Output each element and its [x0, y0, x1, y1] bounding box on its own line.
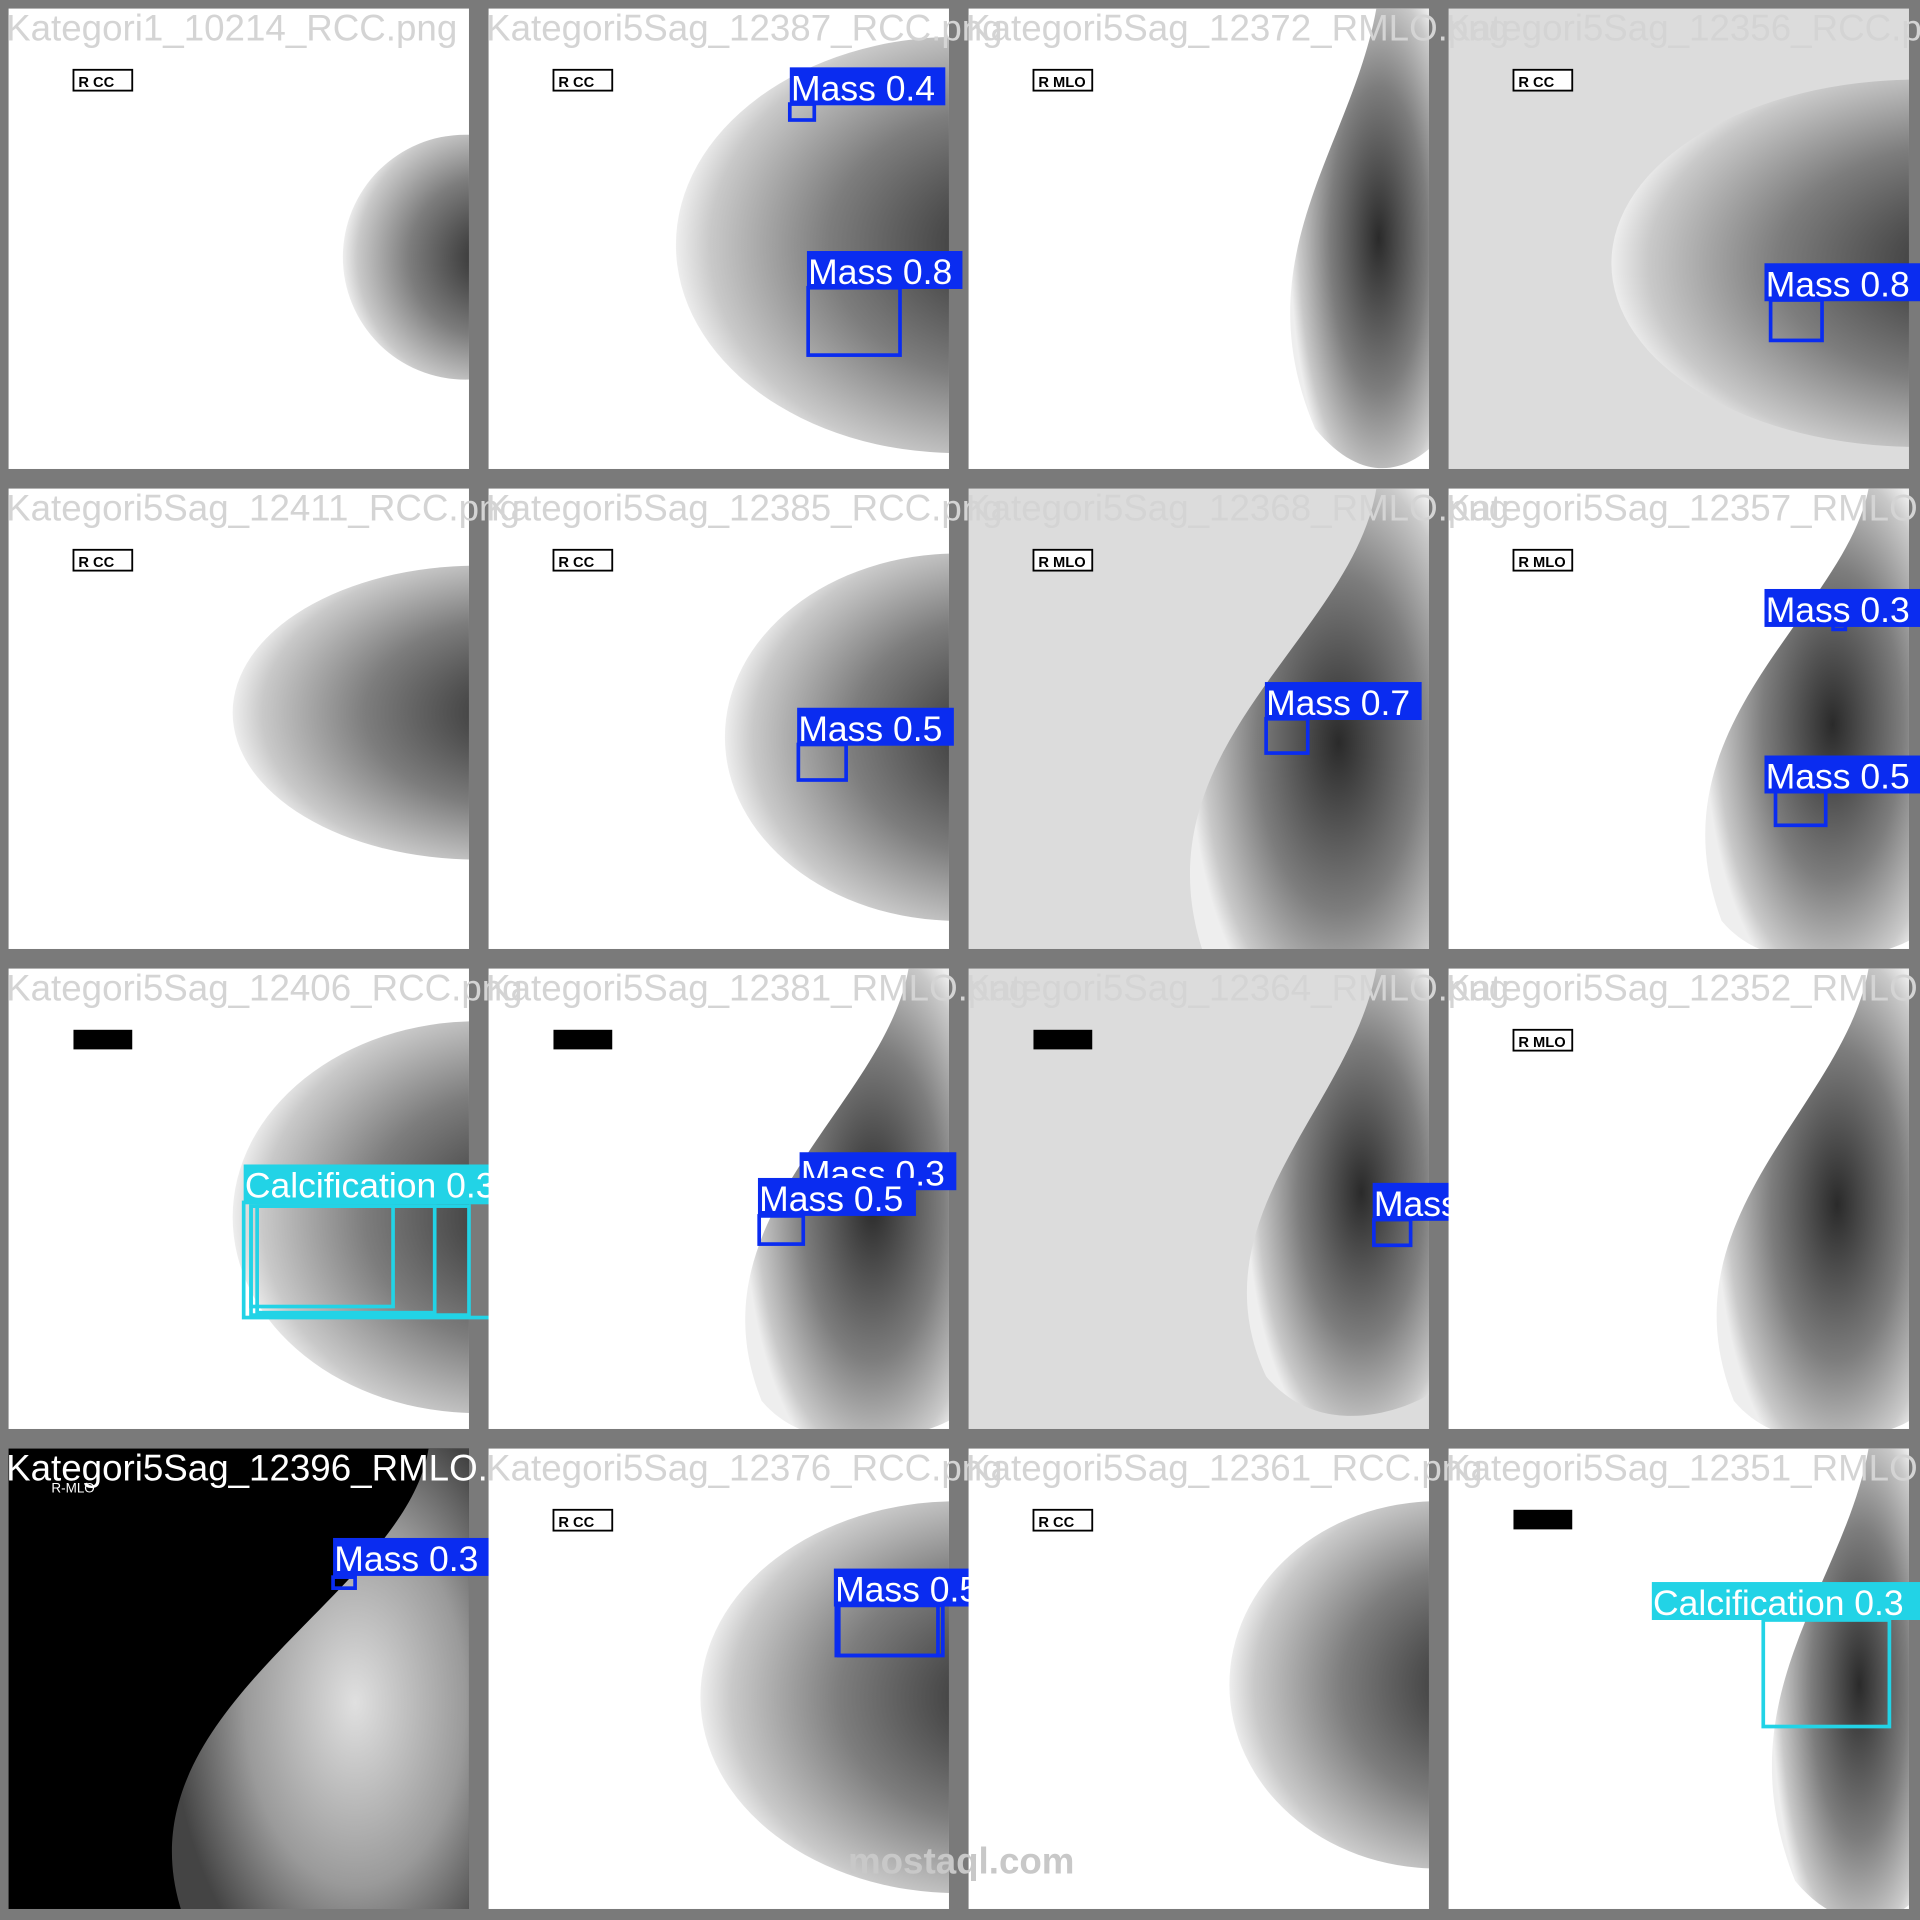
- orientation-marker: R MLO: [1518, 1035, 1565, 1051]
- image-filename: Kategori5Sag_12406_RCC.png: [6, 967, 522, 1008]
- image-filename: Kategori5Sag_12387_RCC.png: [486, 7, 1002, 48]
- image-filename: Kategori5Sag_12385_RCC.png: [486, 487, 1002, 528]
- orientation-marker: R CC: [1038, 1515, 1074, 1531]
- breast-tissue: [1611, 79, 1909, 447]
- orientation-marker-box: [1512, 1028, 1574, 1052]
- detection-label: Mass 0.5: [759, 1179, 903, 1219]
- detection-label: Mass 0.5: [1766, 757, 1910, 797]
- detection-label-bg: [757, 1177, 916, 1216]
- orientation-marker-box: [72, 68, 134, 92]
- detection-label-bg: [1264, 682, 1422, 720]
- detection-label: Mass 0.5: [798, 709, 942, 749]
- detection-label-bg: [1764, 588, 1920, 627]
- tile-8: R MLO Mass 0.3 Mass 0.5: [1448, 488, 1920, 949]
- image-filename: Kategori5Sag_12351_RMLO.png: [1446, 1447, 1920, 1488]
- detection-label: Calcification 0.3: [1653, 1583, 1904, 1623]
- breast-tissue: [1229, 1501, 1429, 1869]
- redacted-marker: [1033, 1029, 1093, 1050]
- orientation-marker: R CC: [558, 555, 594, 571]
- detection-label-bg: [1651, 1582, 1920, 1620]
- detection-label-bg: [789, 67, 946, 106]
- orientation-marker: R CC: [1518, 75, 1554, 91]
- detection-label: Mass 0.8: [808, 252, 952, 292]
- orientation-marker: R MLO: [1038, 75, 1085, 91]
- tile-5: R CC: [8, 488, 469, 949]
- orientation-marker: R MLO: [1518, 555, 1565, 571]
- tile-9: Calcification 0.3: [8, 968, 527, 1429]
- detection-label: Mass 0.4: [791, 68, 935, 108]
- tile-4: R CC Mass 0.8: [1448, 8, 1920, 469]
- image-filename: Kategori5Sag_12356_RCC.png: [1446, 7, 1920, 48]
- orientation-marker: R CC: [558, 75, 594, 91]
- breast-tissue: [676, 36, 949, 453]
- detection-label-bg: [797, 707, 954, 746]
- tile-13: R-MLO Mass 0.3: [8, 1448, 490, 1909]
- breast-tissue: [232, 565, 469, 860]
- tile-15: R CC: [968, 1448, 1429, 1909]
- detection-label-bg: [806, 251, 963, 289]
- image-filename: Kategori5Sag_12411_RCC.png: [6, 487, 520, 528]
- redacted-marker: [73, 1029, 133, 1050]
- tile-16: Calcification 0.3: [1448, 1448, 1920, 1909]
- tile-2: R CC Mass 0.4 Mass 0.8: [488, 8, 963, 469]
- breast-tissue: [1716, 968, 1909, 1429]
- detection-label: Calcification 0.3: [245, 1166, 496, 1206]
- image-filename: Kategori5Sag_12368_RMLO.png: [966, 487, 1509, 528]
- image-filename: Kategori5Sag_12364_RMLO.png: [966, 967, 1509, 1008]
- watermark: mostaql.com: [848, 1840, 1074, 1881]
- tile-6: R CC Mass 0.5: [488, 488, 954, 949]
- orientation-marker: R MLO: [1038, 555, 1085, 571]
- breast-tissue: [1246, 968, 1429, 1416]
- bounding-box: [331, 1575, 357, 1590]
- detection-label-bg: [333, 1537, 490, 1576]
- bounding-box: [249, 1204, 471, 1317]
- orientation-marker: R CC: [558, 1515, 594, 1531]
- detection-label: Mass 0.3: [334, 1539, 478, 1579]
- redacted-marker: [553, 1029, 613, 1050]
- detection-label-bg: [1764, 755, 1920, 794]
- detection-label: Mass 0.8: [1766, 264, 1910, 304]
- tile-12: R MLO: [1448, 968, 1909, 1429]
- image-filename: Kategori1_10214_RCC.png: [6, 7, 457, 48]
- orientation-marker-box: [72, 548, 134, 572]
- tile-1: R CC: [8, 8, 469, 469]
- image-filename: Kategori5Sag_12352_RMLO.png: [1446, 967, 1920, 1008]
- breast-tissue: [1290, 8, 1429, 469]
- detection-label: Mass 0.7: [1266, 683, 1410, 723]
- tile-7: R MLO Mass 0.7: [968, 488, 1429, 949]
- image-filename: Kategori5Sag_12372_RMLO.png: [966, 7, 1509, 48]
- orientation-marker-box: [1512, 548, 1574, 572]
- orientation-marker-box: [1032, 1508, 1094, 1532]
- orientation-marker: R CC: [78, 555, 114, 571]
- tile-11: Mass 0.5: [968, 968, 1530, 1429]
- detection-label: Mass 0.5: [835, 1570, 979, 1610]
- orientation-marker-box: [1512, 68, 1574, 92]
- orientation-marker: R CC: [78, 75, 114, 91]
- image-filename: Kategori5Sag_12376_RCC.png: [486, 1447, 1002, 1488]
- image-filename: Kategori5Sag_12381_RMLO.png: [486, 967, 1029, 1008]
- orientation-marker-box: [1032, 548, 1094, 572]
- breast-tissue: [1771, 1448, 1909, 1909]
- detection-label-bg: [1764, 263, 1920, 302]
- tile-14: R CC Mass 0.5: [488, 1448, 995, 1909]
- image-filename: Kategori5Sag_12396_RMLO.png: [6, 1447, 549, 1488]
- orientation-marker-box: [552, 548, 614, 572]
- orientation-marker-box: [1032, 68, 1094, 92]
- breast-tissue: [342, 134, 469, 380]
- tile-3: R MLO: [968, 8, 1429, 469]
- orientation-marker-box: [552, 68, 614, 92]
- detection-label-bg: [833, 1568, 995, 1607]
- orientation-marker: R-MLO: [51, 1481, 94, 1496]
- redacted-marker: [1513, 1509, 1573, 1530]
- detection-label-bg: [243, 1164, 527, 1203]
- detection-label: Mass 0.3: [1766, 590, 1910, 630]
- orientation-marker-box: [552, 1508, 614, 1532]
- image-filename: Kategori5Sag_12357_RMLO.png: [1446, 487, 1920, 528]
- image-filename: Kategori5Sag_12361_RCC.png: [966, 1447, 1482, 1488]
